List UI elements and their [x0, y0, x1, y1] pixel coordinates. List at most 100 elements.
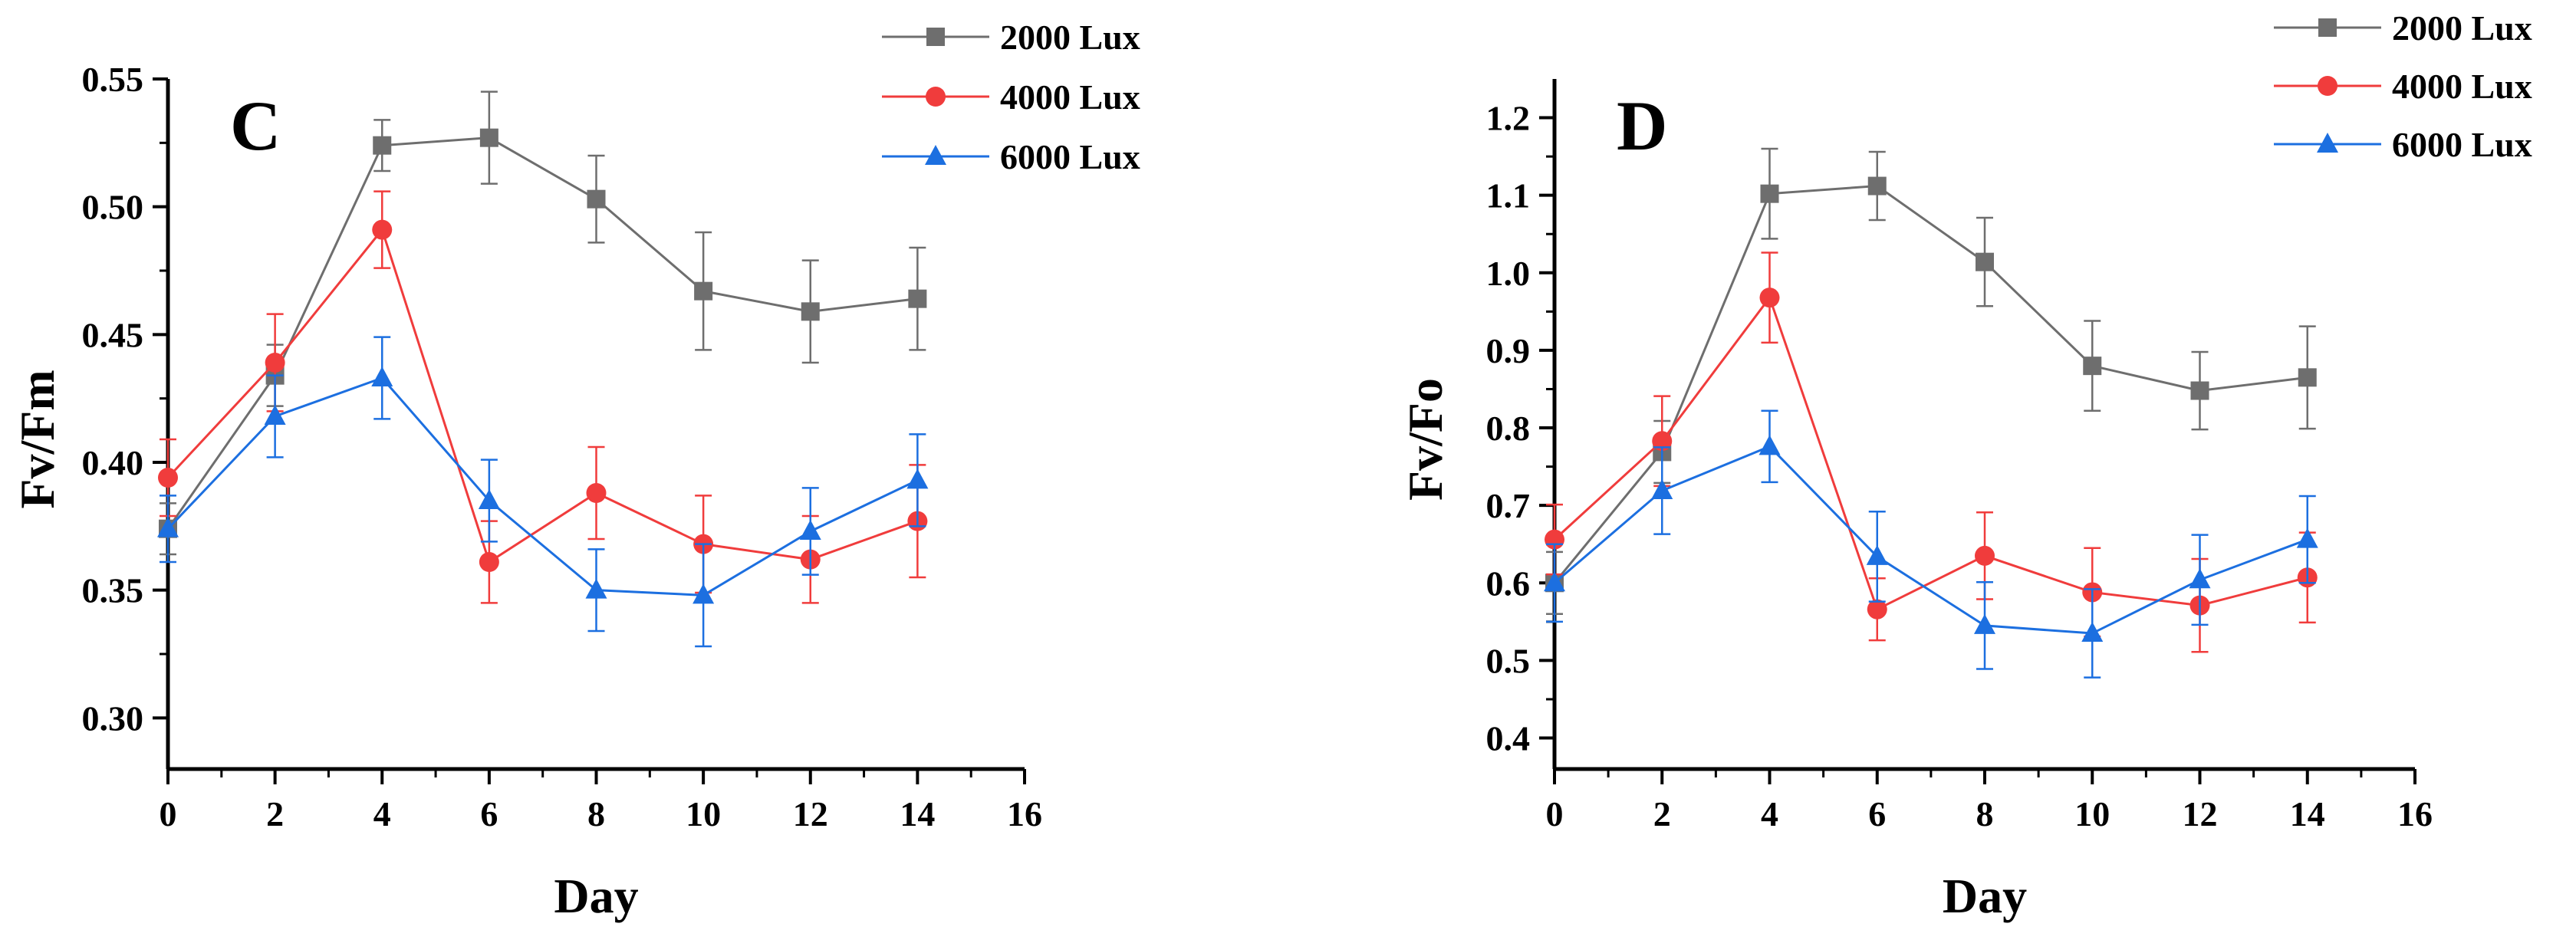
chart0-data-point — [585, 578, 607, 599]
chart1-series-line — [1553, 185, 2308, 584]
chart1-data-point — [2190, 381, 2209, 400]
chart0-series-6000-lux — [157, 336, 929, 648]
chart1-data-point — [1867, 599, 1887, 620]
chart1-panel-letter: D — [1617, 87, 1667, 165]
chart0-x-axis-title: Day — [554, 869, 638, 923]
chart0-data-point — [908, 289, 927, 308]
chart1-y-tick-label: 1.2 — [1486, 99, 1531, 138]
chart1-y-tick-label: 1.0 — [1486, 254, 1531, 293]
chart1-series-2000-lux — [1545, 147, 2317, 616]
chart0-series-line — [166, 376, 919, 597]
chart0-y-tick-label: 0.50 — [82, 188, 144, 227]
chart0-data-point — [479, 552, 499, 572]
chart0-data-point — [587, 189, 606, 209]
chart1-x-tick-label: 4 — [1761, 794, 1778, 833]
chart0-legend-entry: 2000 Lux — [882, 18, 1140, 57]
chart0-x-tick-label: 14 — [900, 794, 935, 833]
chart1-y-tick-label: 0.6 — [1486, 564, 1531, 603]
chart1-data-point — [2189, 568, 2211, 589]
chart0-data-point — [371, 366, 393, 386]
chart1-legend-marker — [2317, 133, 2338, 153]
chart0-legend-marker — [926, 28, 945, 46]
chart1-y-tick-label: 1.1 — [1486, 176, 1531, 215]
chart1-data-point — [1759, 288, 1780, 308]
chart0-legend-label: 4000 Lux — [1000, 77, 1140, 117]
chart1-series-line — [1553, 295, 2308, 611]
chart0-data-point — [586, 483, 607, 503]
chart1-legend-entry: 4000 Lux — [2274, 67, 2532, 106]
chart1-x-tick-label: 14 — [2290, 794, 2325, 833]
chart0-c-panel: 0 2 4 6 8 10 12 14 16 0.30 0.35 0.40 0.45 0.50 0.55 Day… — [10, 18, 1140, 923]
chart0-data-point — [479, 128, 498, 147]
chart1-x-tick-label: 8 — [1976, 794, 1994, 833]
chart0-legend-marker — [925, 145, 946, 165]
chart1-x-tick-label: 12 — [2183, 794, 2218, 833]
chart0-data-point — [693, 583, 715, 604]
chart1-data-point — [1760, 184, 1779, 203]
chart0-x-tick-label: 10 — [686, 794, 721, 833]
chart1-x-tick-label: 2 — [1653, 794, 1671, 833]
chart0-legend-label: 6000 Lux — [1000, 137, 1140, 176]
chart0-data-point — [694, 281, 713, 301]
chart1-series-4000-lux — [1545, 251, 2318, 653]
chart1-y-tick-label: 0.5 — [1486, 641, 1531, 680]
chart1-data-point — [1975, 545, 1995, 566]
chart0-data-point — [801, 302, 820, 321]
chart1-data-point — [1867, 176, 1887, 196]
chart1-x-tick-label: 6 — [1868, 794, 1886, 833]
chart0-x-tick-label: 6 — [480, 794, 498, 833]
chart0-legend-entry: 6000 Lux — [882, 137, 1140, 176]
chart0-series-line — [166, 227, 918, 564]
chart0-x-tick-label: 0 — [160, 794, 177, 833]
chart1-data-point — [1652, 431, 1673, 452]
chart1-legend-entry: 6000 Lux — [2274, 125, 2532, 164]
chart0-x-tick-label: 16 — [1007, 794, 1042, 833]
chart0-x-tick-label: 2 — [266, 794, 284, 833]
chart1-data-point — [1974, 613, 1995, 634]
chart1-legend-label: 4000 Lux — [2392, 67, 2532, 106]
chart0-x-tick-label: 4 — [373, 794, 391, 833]
chart1-d-panel: 0 2 4 6 8 10 12 14 16 0.4 0.5 0.6 0.7 0.8 0.9 1.0 1.1 1.2… — [1398, 8, 2532, 923]
chart0-series-4000-lux — [158, 190, 928, 604]
chart0-y-tick-label: 0.55 — [82, 60, 144, 99]
chart1-legend-label: 2000 Lux — [2392, 8, 2532, 48]
chart1-legend-marker — [2318, 18, 2337, 37]
chart1-x-tick-label: 16 — [2397, 794, 2433, 833]
chart1-y-tick-label: 0.8 — [1486, 409, 1531, 448]
chart1-x-axis-title: Day — [1943, 869, 2027, 923]
chart1-data-point — [1866, 544, 1888, 565]
chart0-panel-letter: C — [230, 87, 281, 165]
chart1-data-point — [1976, 252, 1994, 271]
chart0-data-point — [158, 468, 178, 488]
chart1-x-tick-label: 0 — [1546, 794, 1564, 833]
chart0-data-point — [157, 517, 179, 537]
chart0-y-axis-title: Fv/Fm — [10, 370, 64, 508]
chart1-series-line — [1554, 445, 2308, 635]
chart1-x-tick-label: 10 — [2074, 794, 2110, 833]
chart0-data-point — [906, 468, 929, 489]
chart0-y-tick-label: 0.30 — [82, 698, 144, 738]
chart1-y-tick-label: 0.9 — [1486, 331, 1531, 370]
chart0-y-tick-label: 0.35 — [82, 571, 144, 610]
chart0-data-point — [373, 136, 392, 155]
chart1-legend-marker — [2318, 76, 2337, 96]
chart1-data-point — [1758, 435, 1781, 455]
chart0-y-tick-label: 0.40 — [82, 443, 144, 482]
chart0-legend-label: 2000 Lux — [1000, 18, 1140, 57]
chart0-x-tick-label: 8 — [587, 794, 605, 833]
chart1-legend-label: 6000 Lux — [2392, 125, 2532, 164]
chart1-legend-entry: 2000 Lux — [2274, 8, 2532, 48]
chart1-data-point — [1544, 571, 1565, 592]
chart1-y-axis-title: Fv/Fo — [1398, 378, 1452, 501]
chart0-data-point — [478, 489, 500, 509]
chart1-data-point — [2298, 368, 2317, 387]
chart0-series-line — [166, 136, 918, 530]
chart0-data-point — [799, 520, 821, 540]
chart1-data-point — [1651, 478, 1673, 499]
chart0-y-tick-label: 0.45 — [82, 315, 144, 354]
chart1-data-point — [2083, 357, 2102, 376]
chart1-y-tick-label: 0.4 — [1486, 719, 1531, 758]
chart1-series-6000-lux — [1544, 409, 2318, 679]
chart0-data-point — [372, 219, 393, 240]
